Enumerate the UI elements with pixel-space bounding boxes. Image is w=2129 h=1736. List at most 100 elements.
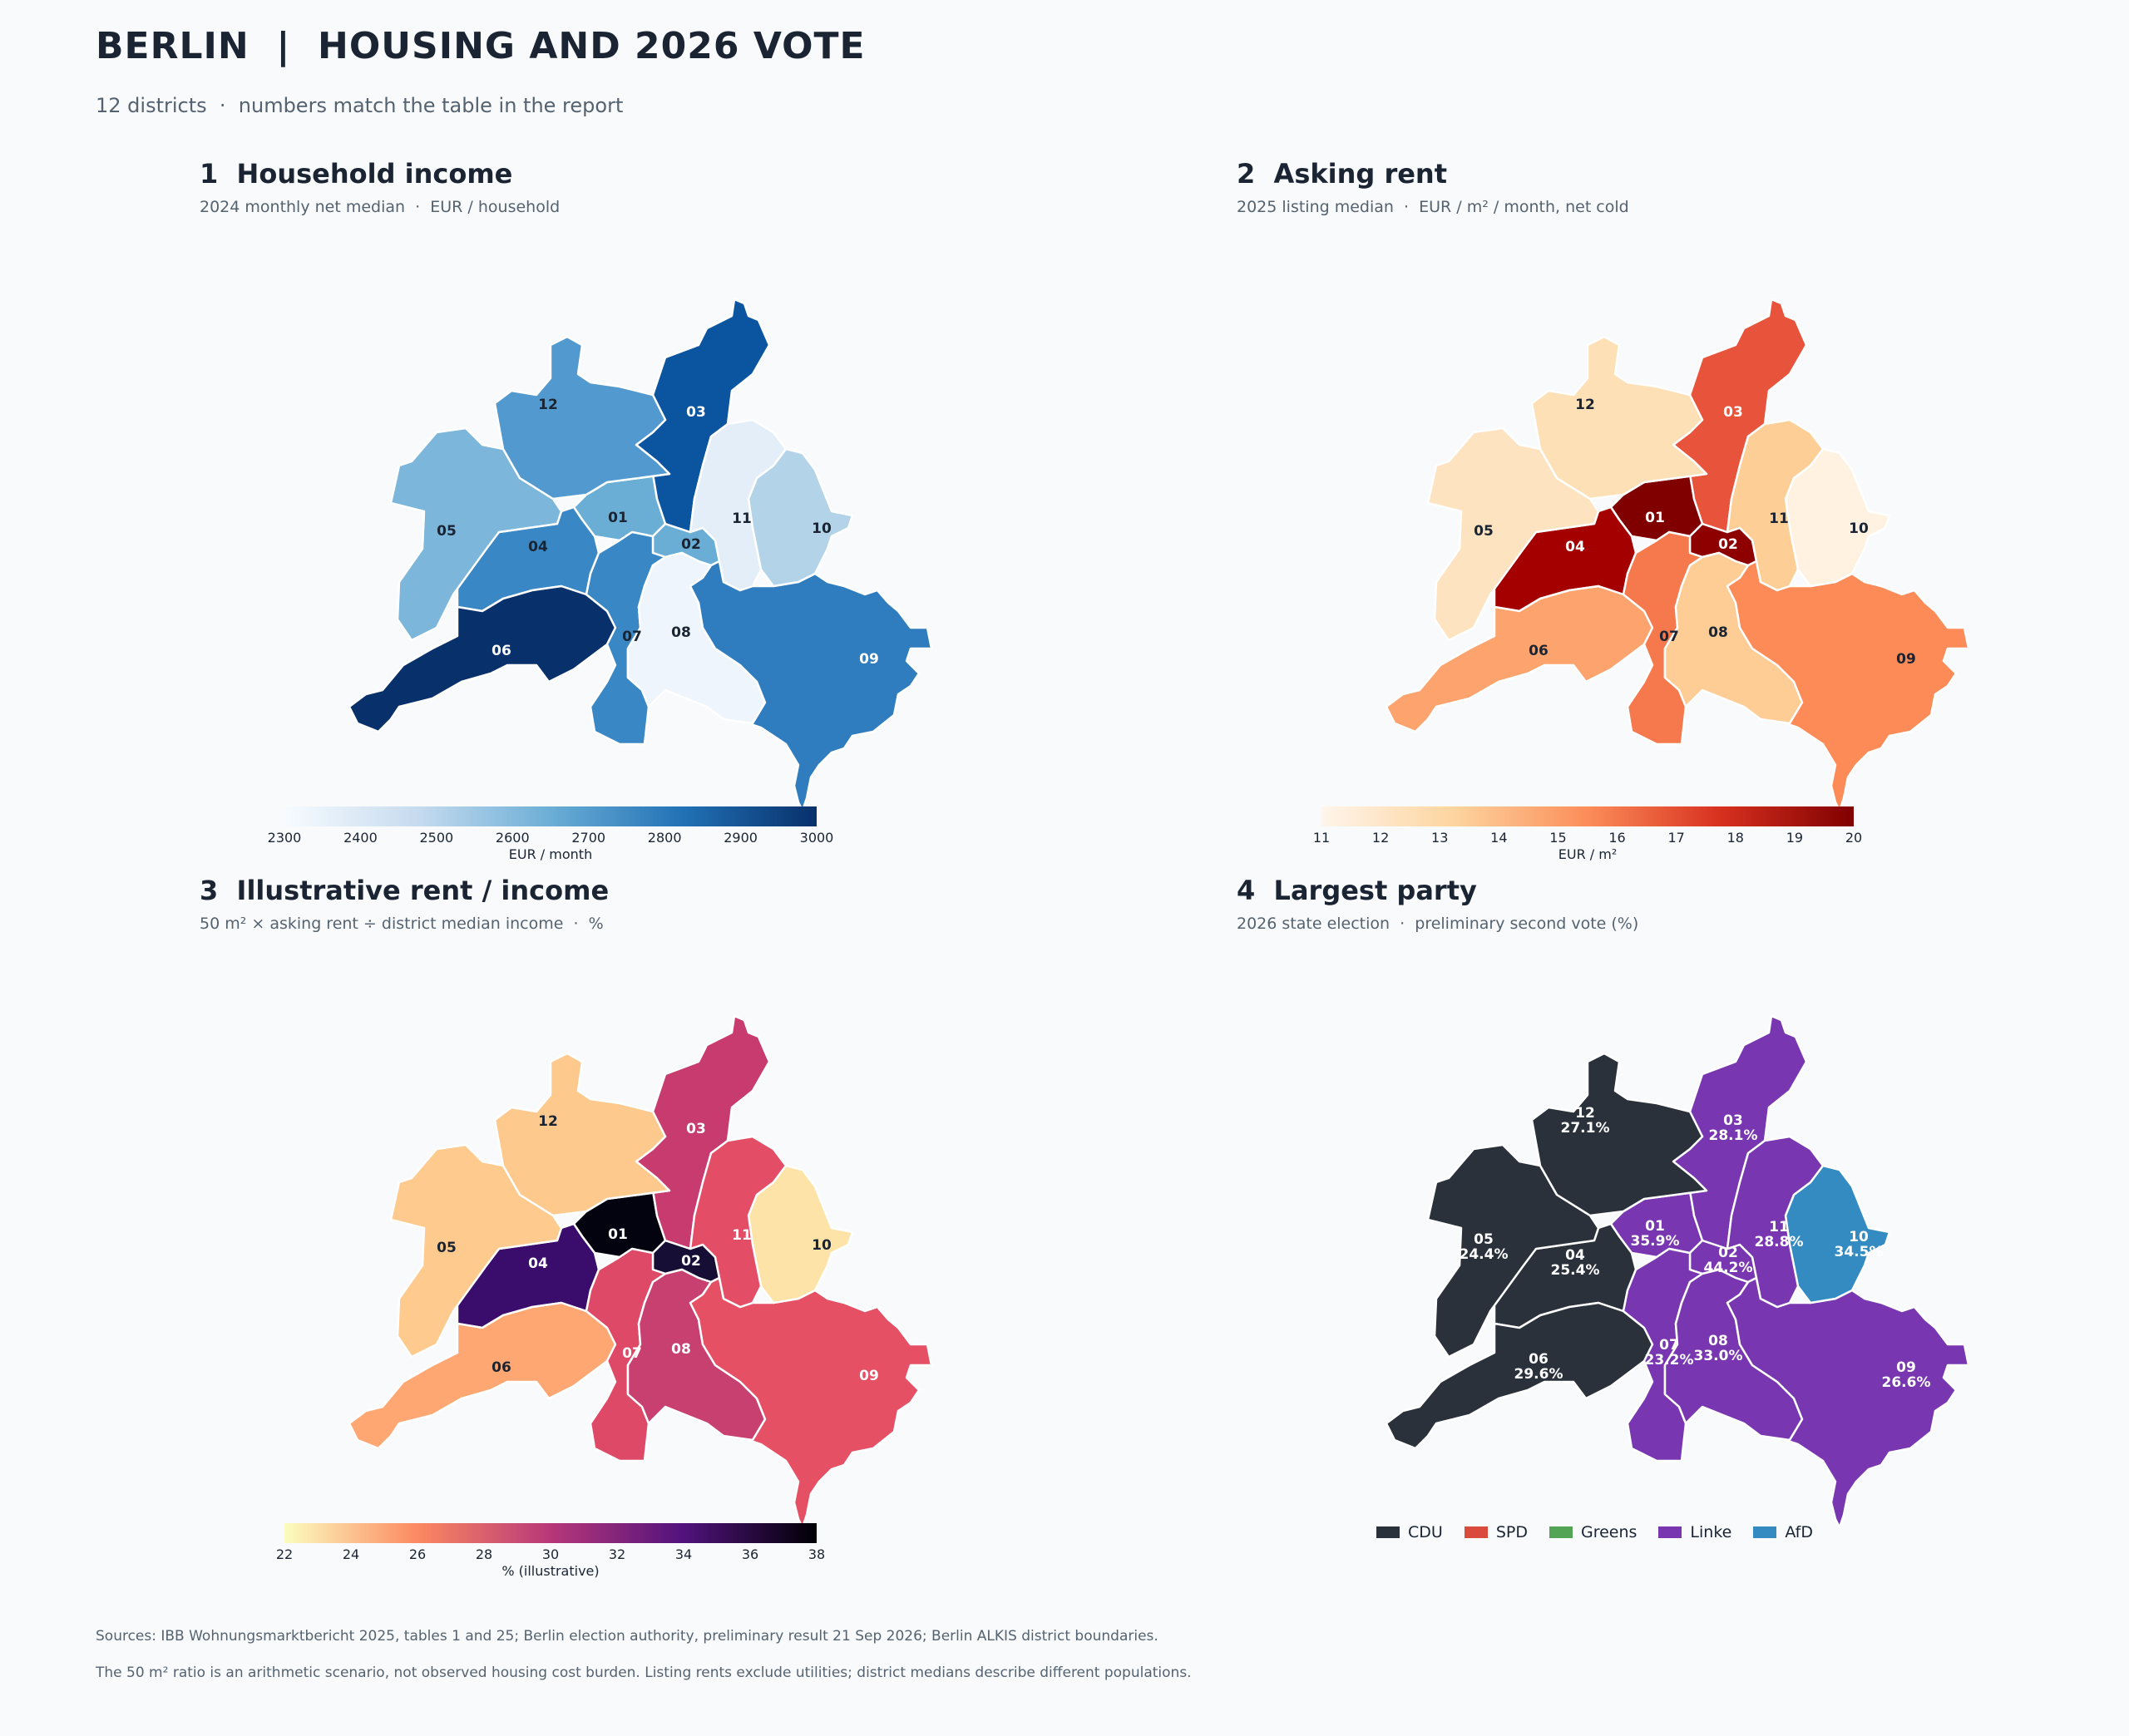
colorbar-gradient [284, 1523, 817, 1543]
panel-subtitle: 50 m² × asking rent ÷ district median in… [200, 915, 604, 933]
district-label: 02 [1718, 1245, 1738, 1261]
district-label: 05 [437, 1240, 457, 1256]
legend-label: CDU [1408, 1523, 1443, 1541]
district-label: 08 [671, 624, 691, 641]
panel-title: 2 Asking rent [1237, 158, 1447, 190]
district-05[interactable] [1426, 427, 1600, 642]
colorbar-tick: 36 [741, 1546, 759, 1562]
district-label: 11 [1769, 510, 1789, 527]
district-label: 03 [1723, 1112, 1743, 1129]
district-label: 04 [528, 539, 548, 555]
district-label: 10 [812, 520, 832, 537]
colorbar-tick: 11 [1312, 830, 1331, 846]
legend-item: Linke [1658, 1523, 1731, 1541]
district-label: 05 [1474, 1231, 1494, 1248]
district-label: 09 [1896, 1359, 1916, 1376]
colorbar-tick: 19 [1786, 830, 1804, 846]
district-05[interactable] [389, 1143, 563, 1359]
district-label: 02 [681, 536, 701, 553]
colorbar-tick: 14 [1490, 830, 1508, 846]
colorbar-tick: 38 [808, 1546, 826, 1562]
district-label: 05 [1474, 523, 1494, 540]
panel-ratio: 3 Illustrative rent / income 50 m² × ask… [200, 875, 1114, 1590]
district-label: 10 [1849, 520, 1869, 537]
legend-item: AfD [1753, 1523, 1813, 1541]
district-12[interactable] [1530, 335, 1708, 501]
colorbar-ticks: 11 12 13 14 15 16 17 18 19 20 [1313, 826, 1862, 846]
colorbar-tick: 2300 [267, 830, 302, 846]
district-label: 04 [1565, 1247, 1585, 1264]
colorbar-tick: 24 [342, 1546, 360, 1562]
district-label: 12 [538, 397, 558, 413]
colorbar-tick: 2400 [343, 830, 378, 846]
district-label: 04 [528, 1255, 548, 1272]
district-label: 02 [681, 1253, 701, 1270]
colorbar-tick: 12 [1371, 830, 1390, 846]
district-09[interactable] [1726, 1276, 1970, 1529]
colorbar-tick: 26 [408, 1546, 427, 1562]
district-label: 05 [437, 523, 457, 540]
district-label: 02 [1718, 536, 1738, 553]
colorbar-gradient [1321, 806, 1854, 826]
panel-title: 4 Largest party [1237, 875, 1477, 906]
district-12[interactable] [1530, 1052, 1708, 1217]
legend-item: SPD [1464, 1523, 1528, 1541]
district-label: 09 [1896, 651, 1916, 668]
district-label: 06 [1529, 1351, 1549, 1368]
district-label: 10 [1849, 1229, 1869, 1245]
page-title: BERLIN | HOUSING AND 2026 VOTE [96, 25, 866, 67]
district-label: 01 [608, 1226, 628, 1243]
colorbar-tick: 2700 [571, 830, 606, 846]
district-layer: 01 02 03 04 05 06 07 08 09 10 11 12 [1385, 298, 1970, 812]
legend-item: Greens [1549, 1523, 1637, 1541]
vote-share-label: 34.5% [1835, 1244, 1884, 1260]
legend-label: Linke [1690, 1523, 1732, 1541]
vote-share-label: 28.8% [1755, 1234, 1804, 1250]
district-layer: 01 02 03 04 05 06 07 08 09 10 11 12 [348, 1014, 933, 1529]
district-label: 12 [1575, 397, 1595, 413]
district-11[interactable] [689, 1135, 788, 1309]
page-subtitle: 12 districts · numbers match the table i… [96, 94, 624, 117]
vote-share-label: 29.6% [1514, 1366, 1563, 1383]
district-label: 12 [1575, 1105, 1595, 1122]
district-label: 01 [1645, 1218, 1665, 1235]
district-label: 03 [1723, 404, 1743, 421]
colorbar-label: EUR / m² [1558, 846, 1618, 862]
district-09[interactable] [1726, 560, 1970, 812]
district-label: 01 [608, 510, 628, 526]
legend-label: AfD [1785, 1523, 1813, 1541]
colorbar-tick: 15 [1549, 830, 1567, 846]
vote-share-label: 23.2% [1645, 1352, 1694, 1369]
district-label: 11 [1769, 1219, 1789, 1235]
vote-share-label: 35.9% [1631, 1233, 1680, 1250]
district-09[interactable] [689, 560, 933, 812]
district-12[interactable] [493, 1052, 671, 1217]
colorbar-label: EUR / month [508, 846, 593, 862]
colorbar-tick: 2500 [419, 830, 454, 846]
district-label: 09 [859, 651, 879, 668]
colorbar-tick: 34 [674, 1546, 693, 1562]
district-11[interactable] [689, 418, 788, 592]
vote-share-label: 28.1% [1709, 1127, 1758, 1144]
district-05[interactable] [389, 427, 563, 642]
colorbar-ticks: 2300 2400 2500 2600 2700 2800 2900 3000 [268, 826, 834, 846]
district-label: 04 [1565, 539, 1585, 555]
panel-title: 3 Illustrative rent / income [200, 875, 610, 906]
colorbar-tick: 22 [275, 1546, 294, 1562]
colorbar-tick: 16 [1608, 830, 1626, 846]
colorbar-tick: 2900 [724, 830, 758, 846]
legend-swatch [1753, 1526, 1777, 1538]
vote-share-label: 33.0% [1694, 1348, 1743, 1364]
panel-subtitle: 2025 listing median · EUR / m² / month, … [1237, 198, 1629, 216]
vote-share-label: 25.4% [1551, 1262, 1600, 1279]
district-11[interactable] [1726, 418, 1825, 592]
district-05[interactable] [1426, 1143, 1600, 1359]
legend-item: CDU [1376, 1523, 1443, 1541]
district-09[interactable] [689, 1276, 933, 1529]
colorbar-tick: 32 [608, 1546, 626, 1562]
district-label: 07 [1659, 629, 1679, 645]
district-12[interactable] [493, 335, 671, 501]
map-income: 01 02 03 04 05 06 07 08 09 10 11 12 [348, 298, 933, 812]
district-11[interactable] [1726, 1135, 1825, 1309]
colorbar-tick: 18 [1726, 830, 1744, 846]
